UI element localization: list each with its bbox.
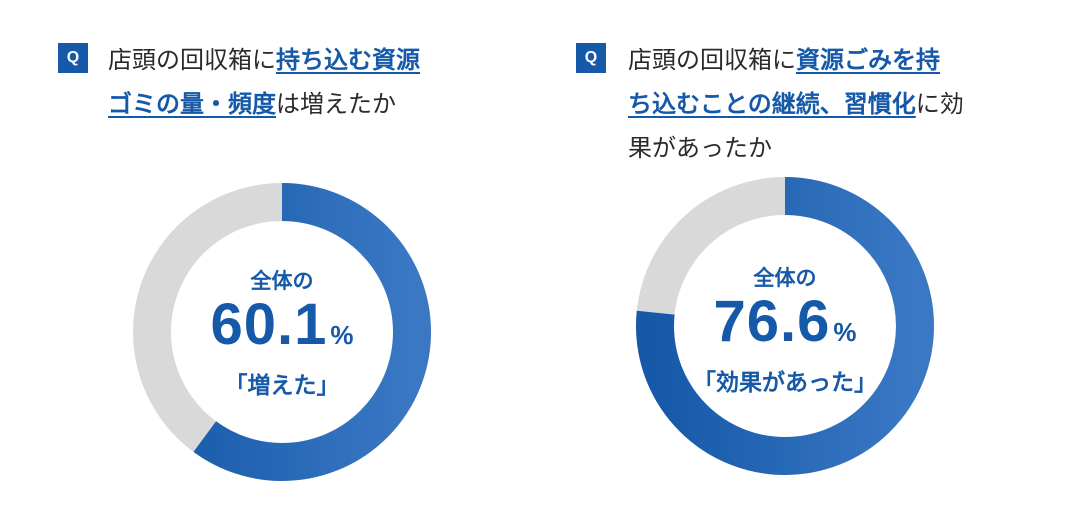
question-highlight: 資源ごみを持: [796, 46, 940, 74]
question-badge: Q: [58, 43, 88, 73]
question-badge: Q: [576, 43, 606, 73]
question-segment: に効: [915, 90, 964, 118]
percentage-value: 60.1: [210, 292, 328, 357]
question-highlight: ち込むことの継続、習慣化: [628, 90, 916, 118]
question-highlight: ゴミの量・頻度: [108, 90, 276, 118]
donut-value-slice: [133, 183, 431, 481]
question-segment: 店頭の回収箱に: [108, 46, 276, 74]
question-text: 店頭の回収箱に資源ごみを持 ち込むことの継続、習慣化に効 果があったか: [628, 38, 1058, 170]
center-answer-text: 「増えた」: [224, 373, 340, 399]
percentage-value: 76.6: [713, 289, 831, 354]
donut-value-slice: [636, 177, 934, 475]
percentage-unit: %: [330, 320, 354, 350]
survey-panel-habit: Q 店頭の回収箱に資源ごみを持 ち込むことの継続、習慣化に効 果があったか 全体…: [534, 0, 1068, 526]
center-percentage: 60.1%: [182, 294, 382, 370]
question-line: 店頭の回収箱に資源ごみを持: [628, 38, 1058, 82]
question-line: 果があったか: [628, 126, 1058, 170]
center-lead-text: 全体の: [250, 269, 314, 293]
question-line: 店頭の回収箱に持ち込む資源: [108, 38, 528, 82]
question-segment: 店頭の回収箱に: [628, 46, 796, 74]
center-percentage: 76.6%: [665, 291, 905, 367]
question-segment: 果があったか: [628, 134, 772, 162]
question-text: 店頭の回収箱に持ち込む資源 ゴミの量・頻度は増えたか: [108, 38, 528, 126]
percentage-unit: %: [833, 317, 857, 347]
question-line: ゴミの量・頻度は増えたか: [108, 82, 528, 126]
question-highlight: 持ち込む資源: [276, 46, 420, 74]
question-line: ち込むことの継続、習慣化に効: [628, 82, 1058, 126]
center-lead-text: 全体の: [753, 266, 817, 290]
donut-chart-increase: [133, 183, 431, 481]
donut-center-label: 全体の 76.6% 「効果があった」: [665, 265, 905, 399]
donut-center-label: 全体の 60.1% 「増えた」: [182, 268, 382, 402]
center-answer-text: 「効果があった」: [693, 370, 877, 396]
question-segment: は増えたか: [276, 90, 396, 118]
donut-chart-effect: [636, 177, 934, 475]
survey-panel-volume: Q 店頭の回収箱に持ち込む資源 ゴミの量・頻度は増えたか 全体の 60.1% 「…: [58, 38, 528, 481]
